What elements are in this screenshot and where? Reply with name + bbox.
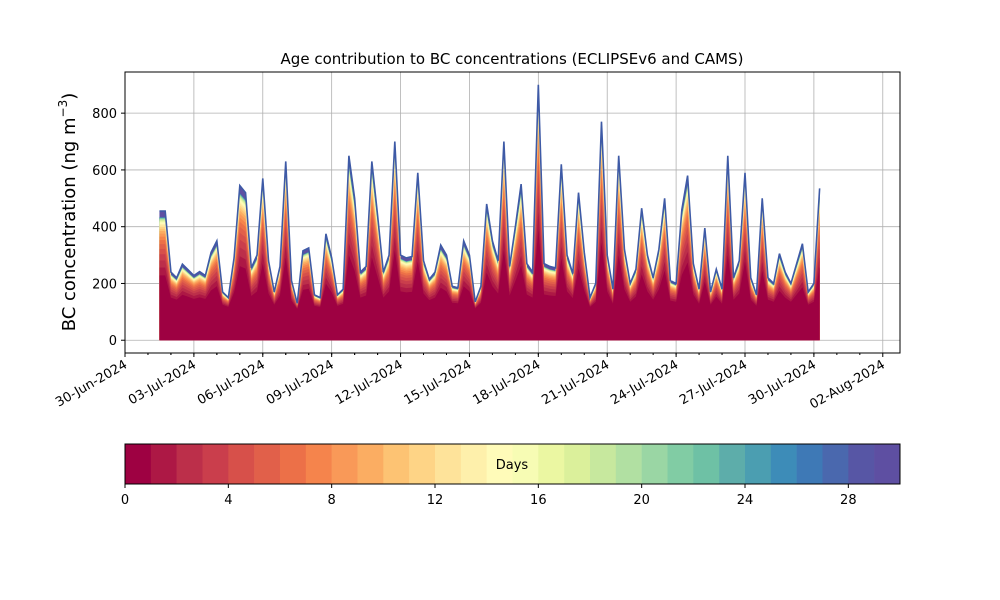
- area-layers: [159, 84, 820, 341]
- colorbar-tick-label: 28: [840, 493, 857, 508]
- colorbar-segment: [150, 444, 177, 484]
- colorbar-segment: [357, 444, 384, 484]
- colorbar-tick-label: 16: [530, 493, 547, 508]
- colorbar-segment: [512, 444, 539, 484]
- colorbar-segment: [615, 444, 642, 484]
- colorbar-segment: [796, 444, 823, 484]
- x-tick-label: 24-Jul-2024: [608, 357, 681, 408]
- y-tick-label: 200: [92, 277, 117, 292]
- colorbar-segment: [460, 444, 487, 484]
- x-tick-label: 02-Aug-2024: [807, 357, 887, 412]
- colorbar-segment: [202, 444, 229, 484]
- colorbar-segment: [641, 444, 668, 484]
- colorbar-segment: [745, 444, 772, 484]
- colorbar-segment: [305, 444, 332, 484]
- plot-frame: [124, 71, 901, 354]
- colorbar-segment: [383, 444, 410, 484]
- series-lines: [159, 84, 821, 304]
- x-tick-label: 12-Jul-2024: [333, 357, 406, 408]
- colorbar-segment: [590, 444, 617, 484]
- colorbar-label: Days: [496, 458, 529, 473]
- colorbar-segment: [693, 444, 720, 484]
- x-tick-label: 30-Jun-2024: [53, 357, 130, 410]
- colorbar-segment: [486, 444, 513, 484]
- colorbar-segment: [176, 444, 203, 484]
- colorbar-segment: [125, 444, 152, 484]
- x-tick-label: 18-Jul-2024: [471, 357, 544, 408]
- colorbar: 0 4 8 12 16 20 24 28: [121, 443, 901, 508]
- chart-title: Age contribution to BC concentrations (E…: [281, 50, 744, 68]
- y-tick-label: 800: [92, 107, 117, 122]
- y-tick-label: 600: [92, 164, 117, 179]
- colorbar-tick-label: 0: [121, 493, 129, 508]
- x-tick-label: 21-Jul-2024: [539, 357, 612, 408]
- x-axis: 30-Jun-202403-Jul-202406-Jul-202409-Jul-…: [53, 353, 888, 413]
- y-axis-label-main: BC concentration (ng m: [59, 117, 80, 331]
- x-tick-label: 27-Jul-2024: [677, 357, 750, 408]
- colorbar-tick-label: 8: [328, 493, 336, 508]
- colorbar-tick-label: 4: [224, 493, 232, 508]
- y-axis-label: BC concentration (ng m−3): [56, 93, 80, 332]
- colorbar-tick-label: 20: [633, 493, 650, 508]
- area-age-0: [159, 229, 820, 341]
- colorbar-segment: [409, 444, 436, 484]
- colorbar-segment: [822, 444, 849, 484]
- colorbar-segment: [280, 444, 307, 484]
- colorbar-segment: [667, 444, 694, 484]
- colorbar-frame: [124, 443, 901, 485]
- colorbar-segment: [874, 444, 901, 484]
- colorbar-segment: [538, 444, 565, 484]
- y-axis-label-close: ): [59, 93, 80, 100]
- x-tick-label: 03-Jul-2024: [126, 357, 199, 408]
- colorbar-segment: [848, 444, 875, 484]
- y-tick-label: 0: [109, 334, 117, 349]
- colorbar-segment: [254, 444, 281, 484]
- x-tick-label: 15-Jul-2024: [402, 357, 475, 408]
- y-axis: 0 200 400 600 800: [92, 107, 125, 349]
- colorbar-segment: [719, 444, 746, 484]
- colorbar-tick-label: 12: [427, 493, 444, 508]
- y-tick-label: 400: [92, 221, 117, 236]
- colorbar-segment: [564, 444, 591, 484]
- colorbar-segment: [770, 444, 797, 484]
- x-tick-label: 06-Jul-2024: [195, 357, 268, 408]
- total-line: [159, 84, 821, 304]
- x-tick-label: 09-Jul-2024: [264, 357, 337, 408]
- colorbar-segment: [331, 444, 358, 484]
- colorbar-segment: [228, 444, 255, 484]
- colorbar-segment: [435, 444, 462, 484]
- colorbar-tick-label: 24: [737, 493, 754, 508]
- y-axis-label-sup: −3: [56, 100, 70, 118]
